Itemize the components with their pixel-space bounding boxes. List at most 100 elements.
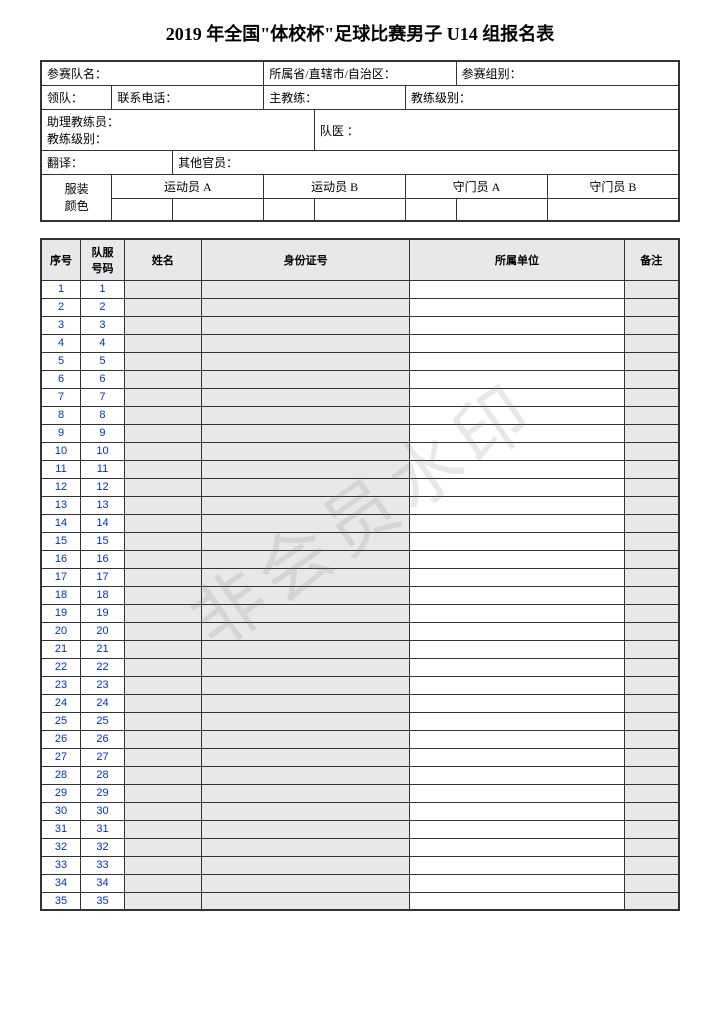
cell-seq: 35 bbox=[41, 892, 81, 910]
cell-note bbox=[624, 838, 679, 856]
roster-row: 88 bbox=[41, 406, 679, 424]
cell-unit bbox=[410, 586, 624, 604]
cell-jersey: 3 bbox=[81, 316, 125, 334]
roster-row: 11 bbox=[41, 280, 679, 298]
roster-row: 77 bbox=[41, 388, 679, 406]
cell-jersey: 8 bbox=[81, 406, 125, 424]
roster-row: 1010 bbox=[41, 442, 679, 460]
roster-row: 3131 bbox=[41, 820, 679, 838]
cell-id bbox=[201, 838, 410, 856]
roster-row: 22 bbox=[41, 298, 679, 316]
cell-name bbox=[124, 676, 201, 694]
cell-note bbox=[624, 802, 679, 820]
cell-note bbox=[624, 622, 679, 640]
cell-seq: 20 bbox=[41, 622, 81, 640]
roster-row: 1414 bbox=[41, 514, 679, 532]
cell-seq: 27 bbox=[41, 748, 81, 766]
roster-header-row: 序号 队服 号码 姓名 身份证号 所属单位 备注 bbox=[41, 239, 679, 281]
cell-jersey: 31 bbox=[81, 820, 125, 838]
cell-note bbox=[624, 442, 679, 460]
assistant-coach-cell: 助理教练员： 教练级别： bbox=[41, 110, 314, 151]
cell-note bbox=[624, 784, 679, 802]
cell-jersey: 16 bbox=[81, 550, 125, 568]
cell-name bbox=[124, 334, 201, 352]
cell-note bbox=[624, 532, 679, 550]
cell-unit bbox=[410, 712, 624, 730]
cell-id bbox=[201, 334, 410, 352]
cell-note bbox=[624, 658, 679, 676]
cell-note bbox=[624, 712, 679, 730]
cell-unit bbox=[410, 550, 624, 568]
cell-note bbox=[624, 694, 679, 712]
cell-name bbox=[124, 748, 201, 766]
cell-seq: 34 bbox=[41, 874, 81, 892]
cell-jersey: 22 bbox=[81, 658, 125, 676]
cell-seq: 19 bbox=[41, 604, 81, 622]
cell-seq: 1 bbox=[41, 280, 81, 298]
uniform-col-gk-b: 守门员 B bbox=[547, 175, 679, 199]
roster-row: 3030 bbox=[41, 802, 679, 820]
header-unit: 所属单位 bbox=[410, 239, 624, 281]
roster-row: 2727 bbox=[41, 748, 679, 766]
cell-note bbox=[624, 676, 679, 694]
leader-cell: 领队： bbox=[41, 86, 112, 110]
cell-note bbox=[624, 748, 679, 766]
group-cell: 参赛组别： bbox=[456, 61, 679, 86]
cell-seq: 4 bbox=[41, 334, 81, 352]
cell-note bbox=[624, 892, 679, 910]
cell-note bbox=[624, 730, 679, 748]
other-official-cell: 其他官员： bbox=[173, 151, 679, 175]
cell-id bbox=[201, 622, 410, 640]
cell-jersey: 18 bbox=[81, 586, 125, 604]
cell-name bbox=[124, 820, 201, 838]
cell-name bbox=[124, 514, 201, 532]
cell-id bbox=[201, 586, 410, 604]
cell-jersey: 10 bbox=[81, 442, 125, 460]
header-id: 身份证号 bbox=[201, 239, 410, 281]
cell-id bbox=[201, 658, 410, 676]
cell-note bbox=[624, 514, 679, 532]
cell-name bbox=[124, 370, 201, 388]
cell-name bbox=[124, 622, 201, 640]
cell-jersey: 4 bbox=[81, 334, 125, 352]
cell-note bbox=[624, 370, 679, 388]
cell-jersey: 14 bbox=[81, 514, 125, 532]
cell-seq: 6 bbox=[41, 370, 81, 388]
cell-unit bbox=[410, 892, 624, 910]
cell-jersey: 23 bbox=[81, 676, 125, 694]
roster-row: 1212 bbox=[41, 478, 679, 496]
cell-id bbox=[201, 676, 410, 694]
cell-unit bbox=[410, 838, 624, 856]
cell-jersey: 28 bbox=[81, 766, 125, 784]
cell-name bbox=[124, 802, 201, 820]
form-title: 2019 年全国"体校杯"足球比赛男子 U14 组报名表 bbox=[40, 20, 680, 46]
cell-jersey: 15 bbox=[81, 532, 125, 550]
cell-note bbox=[624, 478, 679, 496]
cell-seq: 30 bbox=[41, 802, 81, 820]
cell-name bbox=[124, 460, 201, 478]
coach-level2-label: 教练级别： bbox=[47, 130, 309, 147]
cell-jersey: 12 bbox=[81, 478, 125, 496]
cell-note bbox=[624, 874, 679, 892]
cell-name bbox=[124, 568, 201, 586]
header-jersey: 队服 号码 bbox=[81, 239, 125, 281]
cell-name bbox=[124, 406, 201, 424]
cell-unit bbox=[410, 334, 624, 352]
roster-row: 1111 bbox=[41, 460, 679, 478]
cell-note bbox=[624, 820, 679, 838]
cell-note bbox=[624, 316, 679, 334]
cell-id bbox=[201, 316, 410, 334]
cell-seq: 13 bbox=[41, 496, 81, 514]
cell-jersey: 5 bbox=[81, 352, 125, 370]
cell-id bbox=[201, 640, 410, 658]
roster-row: 2323 bbox=[41, 676, 679, 694]
cell-jersey: 33 bbox=[81, 856, 125, 874]
roster-row: 3535 bbox=[41, 892, 679, 910]
roster-row: 3434 bbox=[41, 874, 679, 892]
cell-note bbox=[624, 280, 679, 298]
cell-id bbox=[201, 802, 410, 820]
cell-name bbox=[124, 442, 201, 460]
cell-name bbox=[124, 658, 201, 676]
cell-id bbox=[201, 550, 410, 568]
cell-id bbox=[201, 568, 410, 586]
